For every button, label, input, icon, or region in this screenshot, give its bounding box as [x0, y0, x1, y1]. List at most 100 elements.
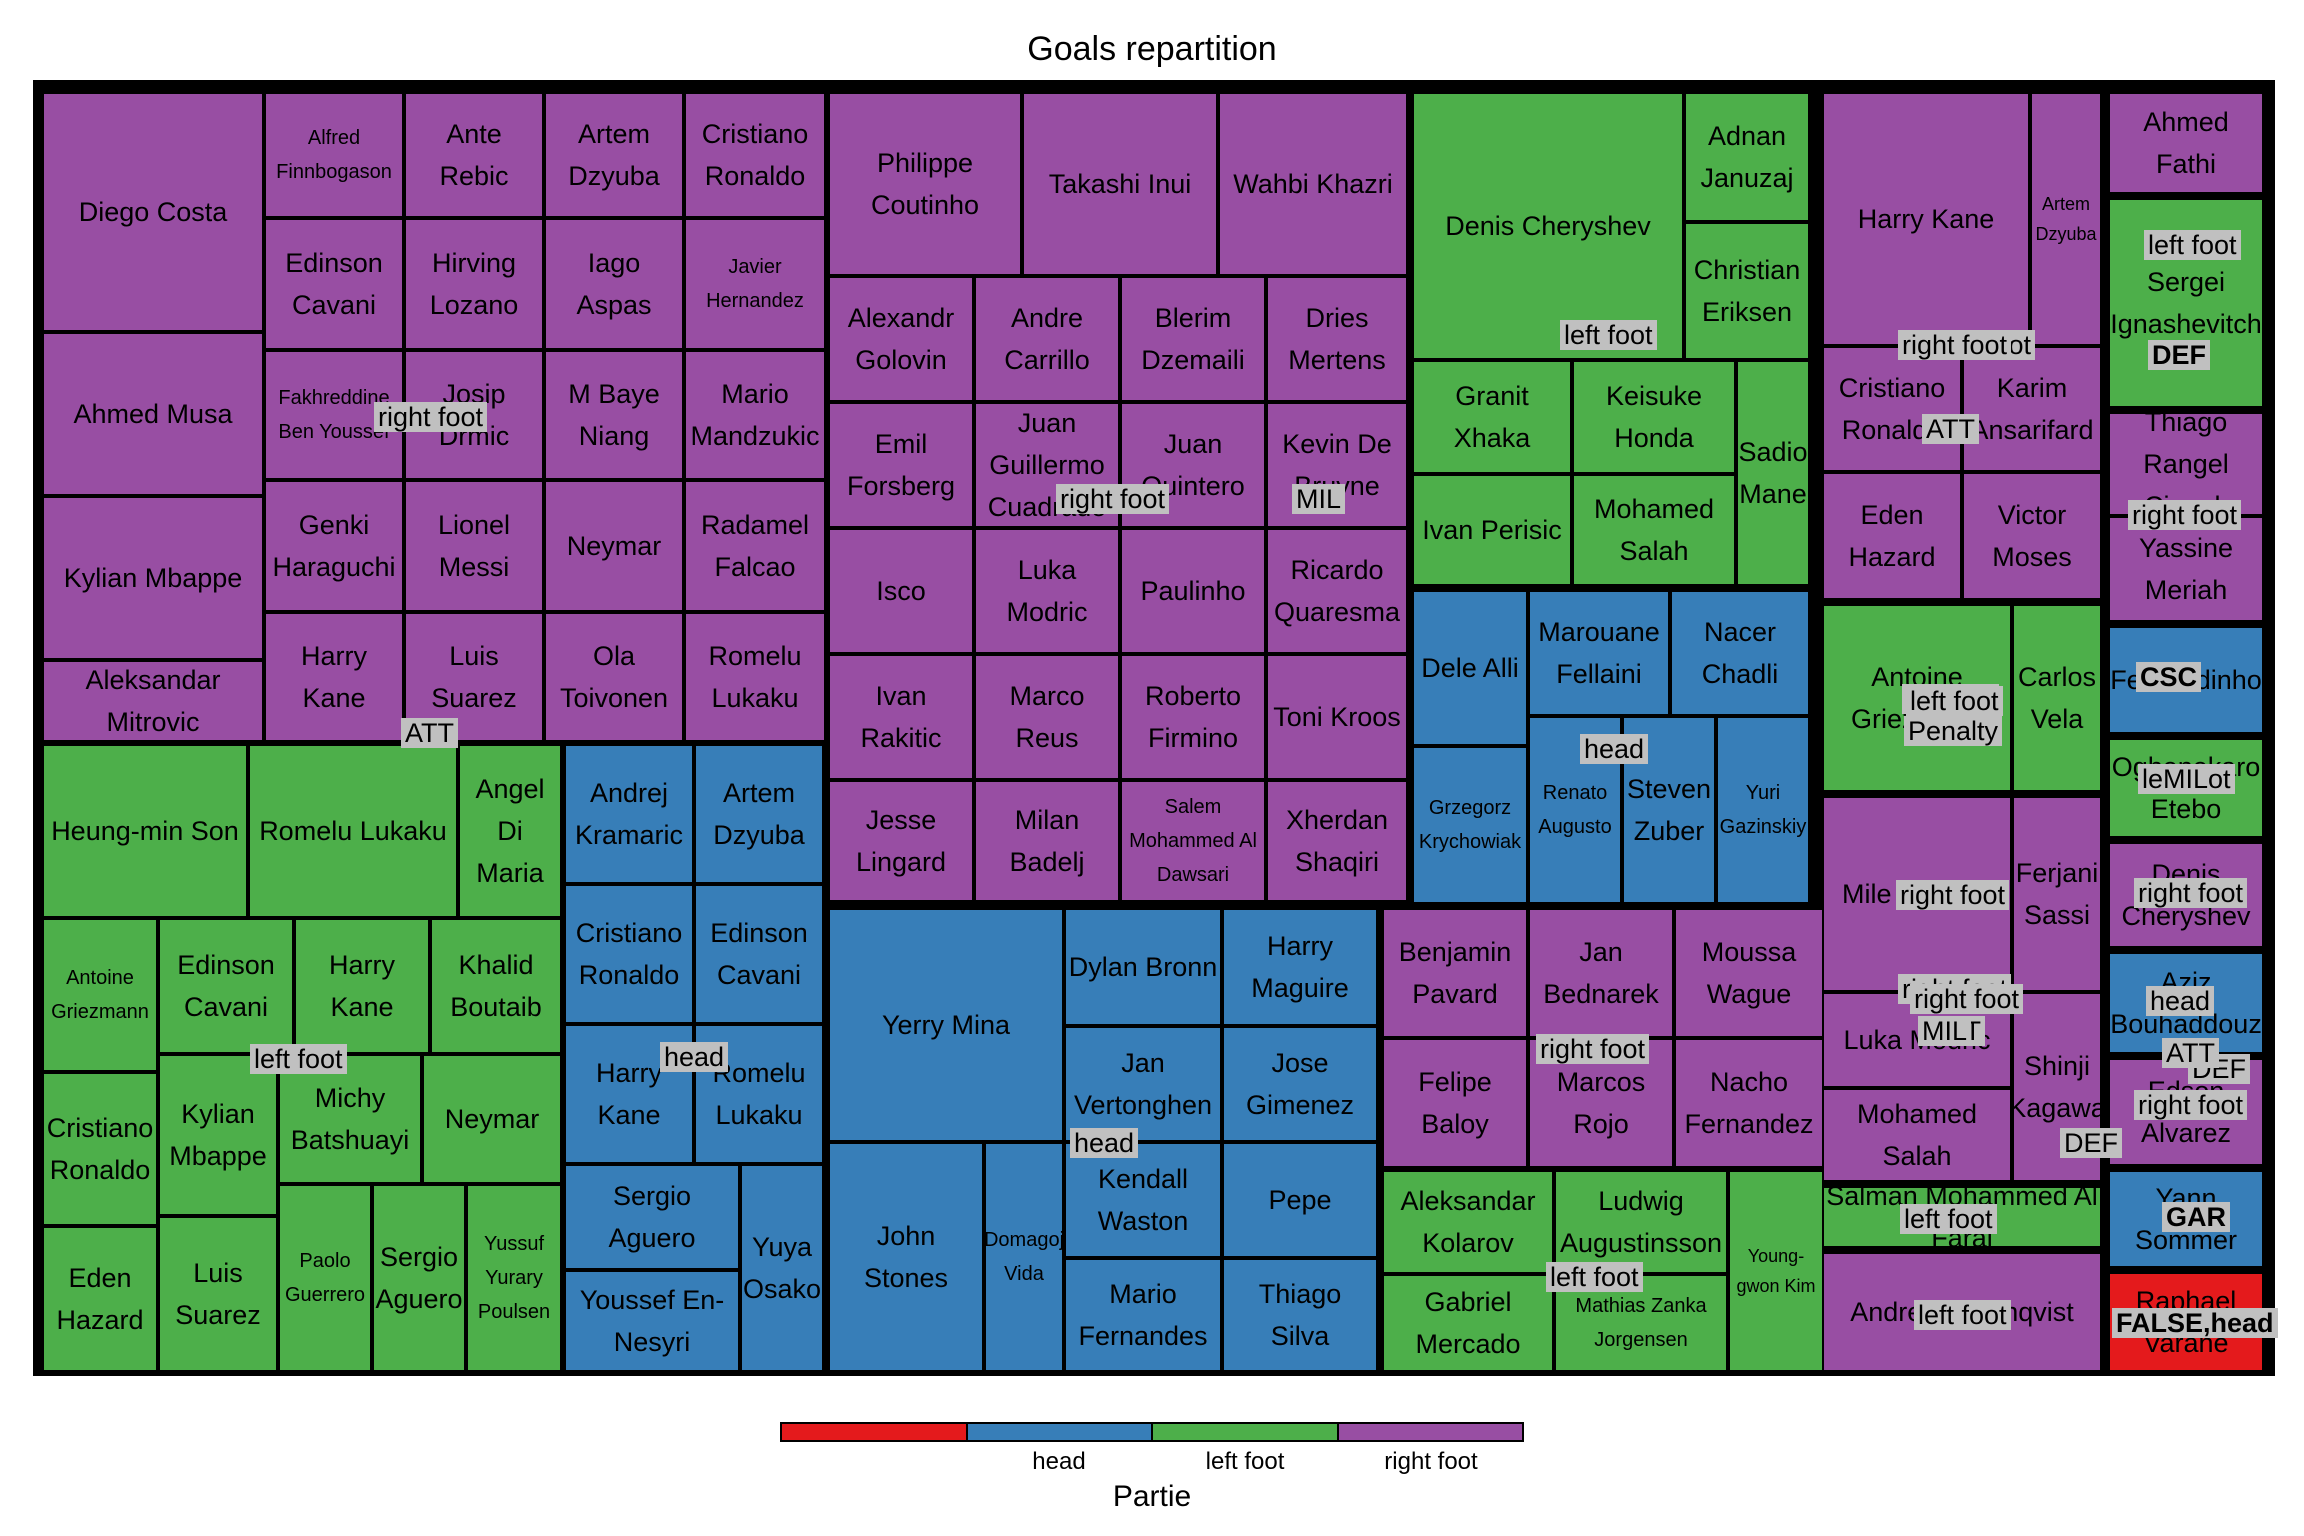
treemap-tile: Domagoj Vida [984, 1142, 1064, 1372]
tile-label: Xherdan Shaqiri [1285, 805, 1389, 877]
legend-swatch-head [967, 1424, 1153, 1440]
treemap-tile: Andre Carrillo [974, 276, 1120, 402]
treemap-tile: Artem Dzyuba [2030, 92, 2102, 346]
treemap-tile: Ahmed Fathi [2108, 92, 2264, 194]
treemap-tile: Yuya Osako [740, 1164, 824, 1372]
tile-label: Ferjani Sassi [2015, 858, 2099, 930]
group-label: right foot [2128, 500, 2242, 530]
group-label: DEF [2148, 340, 2210, 370]
group-label: left foot [1900, 1204, 1997, 1234]
treemap-tile: Ahmed Musa [42, 332, 264, 496]
tile-label: M Baye Niang [568, 379, 660, 451]
tile-label: Mario Mandzukic [690, 379, 820, 451]
treemap-tile: Dele Alli [1412, 590, 1528, 746]
tile-label: Lionel Messi [437, 510, 511, 582]
tile-label: Kendall Waston [1097, 1164, 1189, 1236]
treemap-tile: Shinji Kagawa [2012, 992, 2102, 1182]
group-label: right foot [1896, 880, 2010, 910]
treemap-tile: Angel Di Maria [458, 744, 562, 918]
tile-label: Khalid Boutaib [450, 950, 542, 1022]
treemap-tile: Wahbi Khazri [1218, 92, 1408, 276]
tile-label: Angel Di Maria [475, 774, 545, 888]
tile-label: Jan Bednarek [1543, 937, 1659, 1009]
chart-title: Goals repartition [1027, 30, 1277, 68]
treemap-tile: Ferjani Sassi [2012, 796, 2102, 992]
treemap-tile: Luis Suarez [158, 1216, 278, 1372]
treemap-tile: Marco Reus [974, 654, 1120, 780]
treemap-tile: Cristiano Ronaldo [42, 1072, 158, 1226]
group-label: right foot [2134, 1090, 2248, 1120]
treemap-tile: Cristiano Ronaldo [684, 92, 826, 218]
legend-tick-label: left foot [1205, 1448, 1285, 1475]
treemap-tile: Pepe [1222, 1142, 1378, 1258]
tile-label: Ludwig Augustinsson [1559, 1186, 1723, 1258]
tile-label: Youssef En-Nesyri [579, 1285, 725, 1357]
tile-label: Neymar [566, 531, 662, 561]
tile-label: Emil Forsberg [846, 429, 956, 501]
treemap-tile: Andrej Kramaric [564, 744, 694, 884]
tile-label: Kylian Mbappe [63, 563, 243, 593]
tile-label: Renato Augusto [1538, 782, 1612, 838]
treemap-tile: Keisuke Honda [1572, 360, 1736, 474]
tile-label: Aleksandar Kolarov [1400, 1186, 1536, 1258]
tile-label: Carlos Vela [2017, 662, 2097, 734]
group-label: Penalty [1904, 716, 2003, 746]
treemap-tile: Lionel Messi [404, 480, 544, 612]
treemap-tile: Edinson Cavani [158, 918, 294, 1054]
treemap-tile: Fakhreddine Ben Youssef [264, 350, 404, 480]
treemap-tile: Cristiano Ronaldo [564, 884, 694, 1024]
treemap-tile: Harry Kane [1822, 92, 2030, 346]
group-label: right foot [374, 402, 488, 432]
group-label: left foot [1560, 320, 1657, 350]
tile-label: Cristiano Ronaldo [575, 918, 683, 990]
treemap-tile: Sergio Aguero [372, 1184, 466, 1372]
tile-label: Milan Badelj [1009, 805, 1085, 877]
tile-label: Artem Dzyuba [713, 778, 805, 850]
group-label: left foot [1914, 1300, 2011, 1330]
tile-label: Ivan Perisic [1422, 515, 1562, 545]
legend-tick-label: head [1032, 1448, 1086, 1475]
tile-label: Marcos Rojo [1556, 1067, 1646, 1139]
treemap-tile: Heung-min Son [42, 744, 248, 918]
tile-label: Yussuf Yurary Poulsen [477, 1233, 551, 1323]
treemap-tile: Aleksandar Kolarov [1382, 1170, 1554, 1274]
color-legend-bar [780, 1422, 1524, 1442]
tile-label: Artem Dzyuba [568, 119, 660, 191]
treemap-tile: Dylan Bronn [1064, 908, 1222, 1026]
tile-label: Marouane Fellaini [1538, 617, 1660, 689]
group-label: right foot [2134, 878, 2248, 908]
tile-label: Edinson Cavani [177, 950, 275, 1022]
treemap-tile: Khalid Boutaib [430, 918, 562, 1054]
treemap-tile: Carlos Vela [2012, 604, 2102, 792]
tile-label: Ricardo Quaresma [1273, 555, 1401, 627]
group-label: head [2146, 986, 2215, 1016]
treemap-tile: Mohamed Salah [1822, 1088, 2012, 1182]
treemap-tile: Paulinho [1120, 528, 1266, 654]
group-label: head [1580, 734, 1649, 764]
tile-label: Dele Alli [1421, 653, 1519, 683]
treemap-tile: Aziz Bouhaddouz [2108, 952, 2264, 1054]
tile-label: Nacer Chadli [1701, 617, 1779, 689]
treemap-tile: Artem Dzyuba [694, 744, 824, 884]
group-label: left foot [250, 1044, 347, 1074]
treemap-tile: Blerim Dzemaili [1120, 276, 1266, 402]
tile-label: Sadio Mane [1738, 437, 1808, 509]
treemap-tile: John Stones [828, 1142, 984, 1372]
tile-label: Cristiano Ronaldo [46, 1113, 154, 1185]
tile-label: Iago Aspas [576, 248, 652, 320]
treemap-tile: Iago Aspas [544, 218, 684, 350]
tile-label: Kylian Mbappe [169, 1099, 267, 1171]
treemap-tile: Ola Toivonen [544, 612, 684, 742]
tile-label: Toni Kroos [1273, 702, 1401, 732]
tile-label: Mario Fernandes [1078, 1279, 1208, 1351]
treemap-tile: Grzegorz Krychowiak [1412, 746, 1528, 904]
tile-label: Romelu Lukaku [259, 816, 447, 846]
treemap-tile: Jan Vertonghen [1064, 1026, 1222, 1142]
treemap-tile: Nacho Fernandez [1674, 1038, 1824, 1168]
tile-label: Young-gwon Kim [1736, 1246, 1816, 1296]
tile-label: Ante Rebic [439, 119, 509, 191]
treemap-tile: Mario Fernandes [1064, 1258, 1222, 1372]
tile-label: Takashi Inui [1048, 169, 1192, 199]
tile-label: Fakhreddine Ben Youssef [278, 387, 390, 443]
tile-label: Yuya Osako [742, 1232, 822, 1304]
